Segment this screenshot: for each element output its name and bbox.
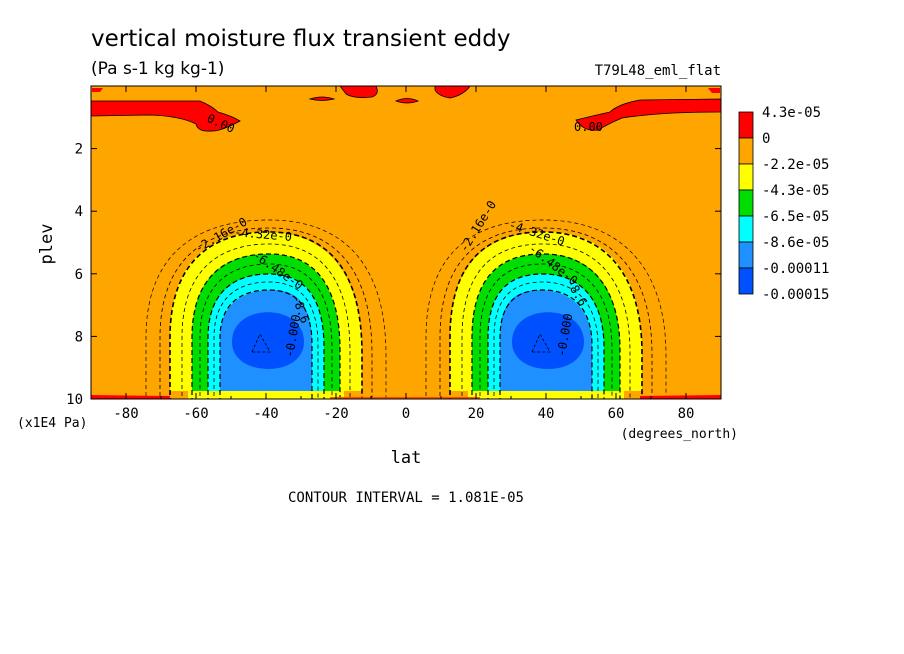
contour-line <box>449 231 643 399</box>
red-strip-bottom-right <box>640 395 721 399</box>
shaded-band <box>512 312 584 369</box>
x-tick-label: 80 <box>678 406 695 422</box>
x-tick-label: 40 <box>538 406 555 422</box>
colorbar-swatch <box>738 267 754 295</box>
contour-line <box>425 219 667 399</box>
red-patch-small-a <box>308 96 336 101</box>
shaded-band <box>232 312 304 369</box>
colorbar-swatch <box>738 137 754 165</box>
red-patch-top-mid <box>394 98 420 104</box>
y-tick-label: 2 <box>75 142 83 158</box>
colorbar-label: -4.3e-05 <box>762 183 829 199</box>
contour-line <box>493 281 599 399</box>
colorbar-label: 0 <box>762 131 770 147</box>
x-tick-label: -80 <box>113 406 138 422</box>
run-label: T79L48_eml_flat <box>595 63 721 79</box>
contour-line <box>461 243 631 399</box>
x-tick-label: -60 <box>183 406 208 422</box>
colorbar-label: -0.00015 <box>762 287 829 303</box>
red-patch-small-c <box>708 88 720 93</box>
y-tick-label: 4 <box>75 204 83 220</box>
y-axis-label: plev <box>37 224 57 265</box>
nh-cell-contours <box>425 219 667 399</box>
plot-area <box>91 86 721 399</box>
red-strip-bottom-left <box>91 395 170 399</box>
colorbar-label: 4.3e-05 <box>762 105 821 121</box>
x-tick-label: 0 <box>402 406 410 422</box>
contour-line <box>487 273 605 399</box>
contour-line <box>499 289 593 399</box>
colorbar-label: -8.6e-05 <box>762 235 829 251</box>
contour-line <box>471 253 621 399</box>
x-axis-label: lat <box>391 448 422 468</box>
colorbar-swatch <box>738 241 754 269</box>
y-tick-label: 6 <box>75 267 83 283</box>
contour-line <box>213 281 319 399</box>
contour-line <box>169 231 363 399</box>
red-patch-top-center-right <box>434 86 471 99</box>
contour-label: -4.32e-0 <box>234 225 293 244</box>
y-axis: 2 4 6 8 10 <box>66 142 721 408</box>
colorbar-label: -0.00011 <box>762 261 829 277</box>
red-patch-small-b <box>92 88 103 92</box>
contour-line <box>219 289 313 399</box>
x-tick-label: 20 <box>468 406 485 422</box>
red-patch-top-right <box>575 98 721 131</box>
nh-cell <box>446 231 646 399</box>
contour-line <box>479 263 613 399</box>
colorbar-label: -2.2e-05 <box>762 157 829 173</box>
colorbar-label: -6.5e-05 <box>762 209 829 225</box>
colorbar-swatch <box>738 215 754 243</box>
contour-line <box>191 253 341 399</box>
y-tick-label: 10 <box>66 392 83 408</box>
red-patch-top-center-left <box>339 86 378 98</box>
y-axis-units: (x1E4 Pa) <box>17 416 87 431</box>
contour-label: 0.00 <box>574 120 603 134</box>
x-tick-label: 60 <box>608 406 625 422</box>
contour-line <box>181 243 351 399</box>
colorbar: 4.3e-05 0 -2.2e-05 -4.3e-05 -6.5e-05 -8.6e-05… <box>738 105 829 303</box>
contour-interval: CONTOUR INTERVAL = 1.081E-05 <box>288 490 524 506</box>
sh-cell-contours <box>145 219 387 399</box>
sh-cell <box>166 231 366 399</box>
red-patch-top-left <box>91 100 241 132</box>
chart-title: vertical moisture flux transient eddy <box>91 26 510 52</box>
colorbar-swatch <box>738 163 754 191</box>
x-tick-label: -40 <box>253 406 278 422</box>
contour-line <box>207 273 325 399</box>
chart-subtitle: (Pa s-1 kg kg-1) <box>91 59 224 79</box>
contour-line <box>145 219 387 399</box>
contour-line <box>439 227 653 399</box>
x-axis: -80 -60 -40 -20 0 20 40 60 80 <box>90 86 722 422</box>
x-tick-label: -20 <box>323 406 348 422</box>
colorbar-swatch <box>738 189 754 217</box>
y-tick-label: 8 <box>75 329 83 345</box>
contour-line <box>159 227 373 399</box>
colorbar-swatch <box>738 111 754 139</box>
x-axis-units: (degrees_north) <box>621 427 738 442</box>
